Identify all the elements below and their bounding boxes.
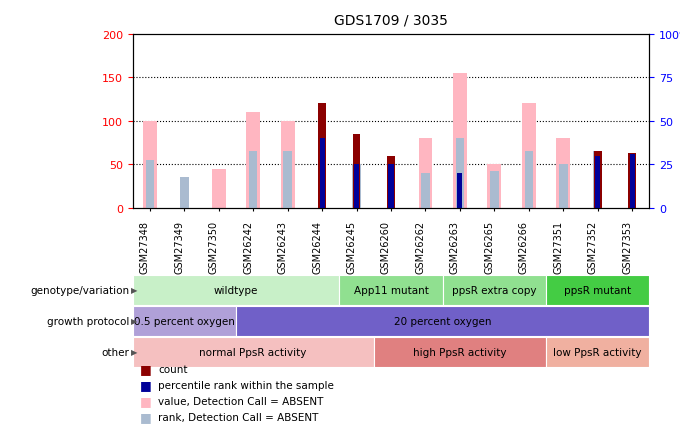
Bar bbox=[320, 139, 324, 208]
Bar bbox=[133, 276, 339, 305]
Text: ■: ■ bbox=[139, 362, 151, 375]
Bar bbox=[339, 276, 443, 305]
Bar bbox=[133, 337, 374, 367]
Bar bbox=[180, 178, 188, 208]
Text: ▶: ▶ bbox=[131, 286, 137, 295]
Bar bbox=[284, 152, 292, 208]
Text: high PpsR activity: high PpsR activity bbox=[413, 347, 507, 357]
Text: percentile rank within the sample: percentile rank within the sample bbox=[158, 380, 335, 390]
Bar bbox=[354, 165, 359, 208]
Bar bbox=[146, 161, 154, 208]
Bar bbox=[488, 165, 501, 208]
Text: ▶: ▶ bbox=[131, 348, 137, 356]
Bar bbox=[318, 104, 326, 208]
Bar bbox=[236, 306, 649, 336]
Bar bbox=[456, 139, 464, 208]
Bar bbox=[352, 165, 361, 208]
Text: ▶: ▶ bbox=[131, 317, 137, 326]
Text: GSM26243: GSM26243 bbox=[277, 220, 288, 273]
Bar bbox=[419, 139, 432, 208]
Bar bbox=[246, 113, 260, 208]
Text: GSM27352: GSM27352 bbox=[588, 220, 598, 273]
Text: GSM27348: GSM27348 bbox=[140, 220, 150, 273]
Bar bbox=[524, 152, 533, 208]
Bar bbox=[249, 152, 258, 208]
Bar bbox=[387, 156, 395, 208]
Text: other: other bbox=[101, 347, 129, 357]
Bar bbox=[594, 152, 602, 208]
Bar bbox=[628, 156, 636, 208]
Bar bbox=[546, 276, 649, 305]
Bar bbox=[630, 155, 634, 208]
Bar bbox=[595, 156, 600, 208]
Text: GSM26266: GSM26266 bbox=[519, 220, 529, 273]
Text: wildtype: wildtype bbox=[214, 286, 258, 295]
Text: value, Detection Call = ABSENT: value, Detection Call = ABSENT bbox=[158, 396, 324, 406]
Text: App11 mutant: App11 mutant bbox=[354, 286, 428, 295]
Bar bbox=[281, 122, 294, 208]
Bar bbox=[453, 74, 466, 208]
Text: ■: ■ bbox=[139, 378, 151, 391]
Bar bbox=[353, 135, 360, 208]
Bar bbox=[443, 276, 546, 305]
Text: genotype/variation: genotype/variation bbox=[30, 286, 129, 295]
Bar bbox=[133, 306, 236, 336]
Text: rank, Detection Call = ABSENT: rank, Detection Call = ABSENT bbox=[158, 412, 319, 422]
Bar bbox=[143, 122, 156, 208]
Bar bbox=[556, 139, 570, 208]
Bar bbox=[546, 337, 649, 367]
Text: GSM26262: GSM26262 bbox=[415, 220, 426, 273]
Bar bbox=[388, 165, 394, 208]
Text: ppsR extra copy: ppsR extra copy bbox=[452, 286, 537, 295]
Text: GSM26260: GSM26260 bbox=[381, 220, 391, 273]
Text: ppsR mutant: ppsR mutant bbox=[564, 286, 631, 295]
Text: 20 percent oxygen: 20 percent oxygen bbox=[394, 316, 492, 326]
Bar bbox=[628, 154, 636, 208]
Text: GDS1709 / 3035: GDS1709 / 3035 bbox=[334, 13, 448, 27]
Bar bbox=[559, 165, 568, 208]
Text: ■: ■ bbox=[139, 395, 151, 408]
Bar bbox=[594, 152, 602, 208]
Text: GSM26242: GSM26242 bbox=[243, 220, 253, 273]
Text: low PpsR activity: low PpsR activity bbox=[554, 347, 642, 357]
Bar bbox=[421, 174, 430, 208]
Bar bbox=[490, 172, 498, 208]
Text: GSM27349: GSM27349 bbox=[174, 220, 184, 273]
Text: 0.5 percent oxygen: 0.5 percent oxygen bbox=[134, 316, 235, 326]
Text: GSM27350: GSM27350 bbox=[209, 220, 219, 273]
Text: normal PpsR activity: normal PpsR activity bbox=[199, 347, 307, 357]
Bar bbox=[212, 169, 226, 208]
Bar bbox=[458, 174, 462, 208]
Text: GSM27353: GSM27353 bbox=[622, 220, 632, 273]
Bar bbox=[522, 104, 536, 208]
Bar bbox=[374, 337, 546, 367]
Text: GSM26244: GSM26244 bbox=[312, 220, 322, 273]
Text: GSM27351: GSM27351 bbox=[554, 220, 563, 273]
Text: GSM26263: GSM26263 bbox=[450, 220, 460, 273]
Text: GSM26265: GSM26265 bbox=[484, 220, 494, 273]
Text: ■: ■ bbox=[139, 411, 151, 424]
Text: count: count bbox=[158, 364, 188, 374]
Text: GSM26245: GSM26245 bbox=[347, 220, 356, 273]
Text: growth protocol: growth protocol bbox=[47, 316, 129, 326]
